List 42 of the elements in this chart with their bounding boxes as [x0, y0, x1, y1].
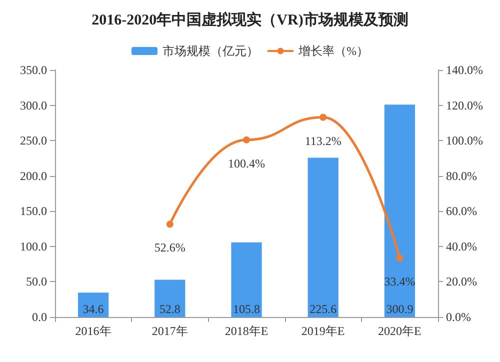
point	[396, 254, 404, 262]
data-label: 52.6%	[154, 240, 186, 255]
point	[243, 136, 250, 144]
chart-title: 2016-2020年中国虚拟现实（VR)市场规模及预测	[92, 10, 408, 28]
y2-tick-label: 0.0%	[446, 310, 471, 324]
y2-tick-label: 20.0%	[446, 274, 477, 289]
data-label: 34.6	[82, 302, 104, 316]
y2-tick-label: 120.0%	[446, 98, 483, 112]
data-label: 105.8	[233, 302, 260, 316]
legend-label: 增长率（%）	[298, 44, 368, 58]
data-label: 225.6	[310, 302, 337, 316]
bar	[231, 242, 262, 317]
bar	[78, 292, 109, 317]
y-tick-label: 250.0	[20, 134, 47, 148]
x-tick-label: 2016年	[75, 324, 112, 338]
data-label: 113.2%	[304, 134, 342, 148]
bar	[154, 280, 186, 317]
y-tick-label: 0.0	[32, 310, 47, 324]
y-tick-label: 100.0	[20, 239, 47, 254]
bar	[308, 158, 338, 317]
point	[320, 114, 327, 121]
y-tick-label: 350.0	[20, 63, 47, 77]
y-tick-label: 50.0	[26, 274, 47, 289]
data-label: 100.4%	[228, 156, 265, 170]
y2-tick-label: 40.0%	[446, 239, 477, 254]
data-label: 52.8	[159, 302, 180, 316]
y2-tick-label: 80.0%	[446, 168, 477, 183]
x-tick-label: 2019年E	[301, 324, 345, 338]
y-tick-label: 300.0	[20, 98, 47, 112]
x-tick-label: 2017年	[152, 324, 188, 338]
legend-label: 市场规模（亿元）	[162, 44, 258, 58]
y-tick-label: 150.0	[20, 204, 47, 218]
y2-tick-label: 140.0%	[446, 63, 483, 77]
y2-tick-label: 60.0%	[446, 204, 477, 218]
data-label: 33.4%	[384, 274, 416, 289]
y2-tick-label: 100.0%	[446, 134, 483, 148]
x-tick-label: 2020年E	[378, 324, 422, 338]
x-tick-label: 2018年E	[224, 324, 268, 338]
bar	[384, 104, 416, 317]
data-label: 300.9	[386, 302, 414, 316]
point	[166, 220, 174, 228]
y-tick-label: 200.0	[20, 168, 47, 183]
